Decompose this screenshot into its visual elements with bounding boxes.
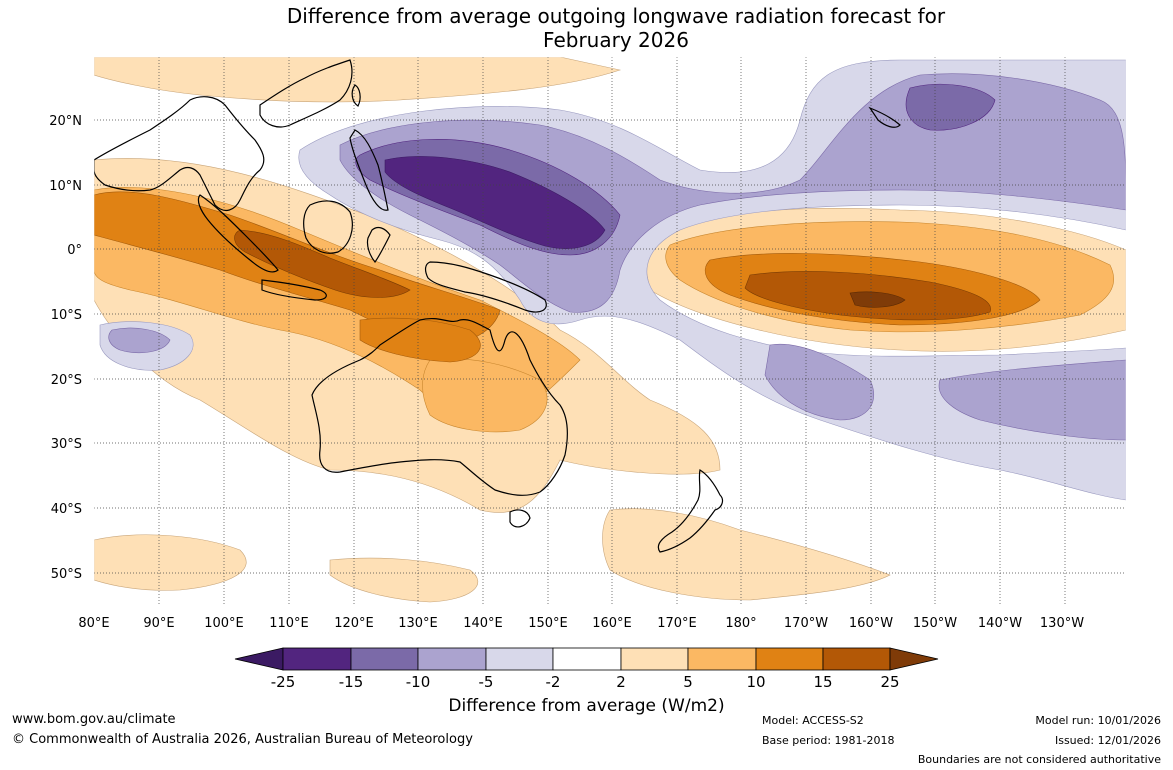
- lon-label: 80°E: [78, 616, 109, 631]
- asia-north-coastline: [259, 59, 353, 128]
- colorbar-segment: [485, 647, 554, 671]
- lon-label: 170°E: [657, 616, 697, 631]
- colorbar-tick: -15: [339, 673, 364, 691]
- sulawesi-coastline: [366, 226, 391, 263]
- gridlines: [94, 57, 1126, 605]
- boundaries-disclaimer: Boundaries are not considered authoritat…: [917, 753, 1161, 766]
- model-info: Model: ACCESS-S2: [762, 714, 864, 727]
- colorbar-segment: [417, 647, 487, 671]
- positive-anomaly-region: [94, 534, 247, 591]
- lon-label: 150°W: [913, 616, 957, 631]
- title-line-1: Difference from average outgoing longwav…: [286, 4, 946, 28]
- colorbar-tick: -10: [406, 673, 431, 691]
- base-period-info: Base period: 1981-2018: [762, 734, 895, 747]
- lon-label: 150°E: [528, 616, 568, 631]
- borneo-coastline: [303, 200, 353, 254]
- positive-anomaly-region: [359, 317, 481, 363]
- positive-anomaly-region: [849, 291, 906, 308]
- model-run-date: Model run: 10/01/2026: [1035, 714, 1161, 727]
- positive-anomaly-region: [329, 557, 479, 603]
- asia-mainland-coastline: [94, 96, 265, 212]
- lon-label: 90°E: [143, 616, 174, 631]
- copyright-text: © Commonwealth of Australia 2026, Austra…: [12, 732, 473, 747]
- negative-anomaly-region: [764, 343, 875, 421]
- lon-label: 160°W: [849, 616, 893, 631]
- positive-anomaly-region: [602, 508, 891, 601]
- lon-label: 100°E: [204, 616, 244, 631]
- positive-anomaly-region: [94, 57, 622, 103]
- colorbar-min-extension: [234, 647, 284, 671]
- colorbar-segment: [282, 647, 352, 671]
- colorbar-tick: 25: [880, 673, 899, 691]
- negative-anomaly-region: [384, 156, 606, 249]
- colorbar-max-extension: [889, 647, 939, 671]
- hawaii-coastline: [868, 106, 901, 128]
- colorbar: [234, 647, 939, 671]
- colorbar-segment: [552, 647, 622, 671]
- positive-anomaly-region: [422, 358, 548, 433]
- lon-label: 120°E: [334, 616, 374, 631]
- longitude-labels: 80°E 90°E 100°E 110°E 120°E 130°E 140°E …: [78, 616, 1084, 631]
- colorbar-segment: [755, 647, 824, 671]
- anomaly-fields: [94, 57, 1126, 603]
- coastlines: [94, 59, 901, 553]
- colorbar-segment: [350, 647, 419, 671]
- lon-label: 160°E: [592, 616, 632, 631]
- lon-label: 130°W: [1040, 616, 1084, 631]
- website-link[interactable]: www.bom.gov.au/climate: [12, 712, 176, 727]
- colorbar-title: Difference from average (W/m2): [448, 696, 725, 716]
- colorbar-tick: 15: [813, 673, 832, 691]
- philippines-coastline: [349, 129, 389, 211]
- colorbar-tick: 2: [616, 673, 626, 691]
- issued-date: Issued: 12/01/2026: [1054, 734, 1161, 747]
- lat-label: 30°S: [51, 437, 82, 452]
- colorbar-ticks: -25 -15 -10 -5 -2 2 5 10 15 25: [271, 673, 900, 691]
- lat-label: 50°S: [51, 567, 82, 582]
- lon-label: 130°E: [398, 616, 438, 631]
- colorbar-tick: -25: [271, 673, 296, 691]
- colorbar-tick: 10: [746, 673, 765, 691]
- lat-label: 0°: [67, 243, 82, 258]
- negative-anomaly-region: [938, 359, 1126, 441]
- lon-label: 180°: [725, 616, 756, 631]
- colorbar-tick: 5: [683, 673, 693, 691]
- tasmania-coastline: [509, 509, 531, 528]
- colorbar-segment: [822, 647, 891, 671]
- lon-label: 140°W: [978, 616, 1022, 631]
- negative-anomaly-region: [905, 83, 996, 131]
- positive-anomaly-region: [234, 229, 411, 298]
- lat-label: 20°S: [51, 373, 82, 388]
- sumatra-coastline: [197, 194, 279, 273]
- lon-label: 170°W: [784, 616, 828, 631]
- map-title: Difference from average outgoing longwav…: [0, 4, 1173, 52]
- lat-label: 40°S: [51, 502, 82, 517]
- latitude-labels: 20°N 10°N 0° 10°S 20°S 30°S 40°S 50°S: [49, 114, 82, 582]
- negative-anomaly-region: [108, 327, 171, 353]
- australia-coastline: [311, 317, 568, 496]
- lat-label: 10°S: [51, 308, 82, 323]
- new-zealand-coastline: [657, 469, 724, 553]
- lat-label: 20°N: [49, 114, 82, 129]
- colorbar-segment: [687, 647, 757, 671]
- lon-label: 140°E: [463, 616, 503, 631]
- map-frame: [93, 56, 1127, 606]
- colorbar-tick: -2: [546, 673, 561, 691]
- new-guinea-coastline: [424, 261, 547, 313]
- lat-label: 10°N: [49, 179, 82, 194]
- java-coastline: [261, 279, 327, 301]
- negative-anomaly-region: [339, 73, 1126, 313]
- title-line-2: February 2026: [543, 28, 689, 52]
- lon-label: 110°E: [269, 616, 309, 631]
- taiwan-coastline: [351, 84, 361, 107]
- colorbar-tick: -5: [479, 673, 494, 691]
- colorbar-segment: [620, 647, 689, 671]
